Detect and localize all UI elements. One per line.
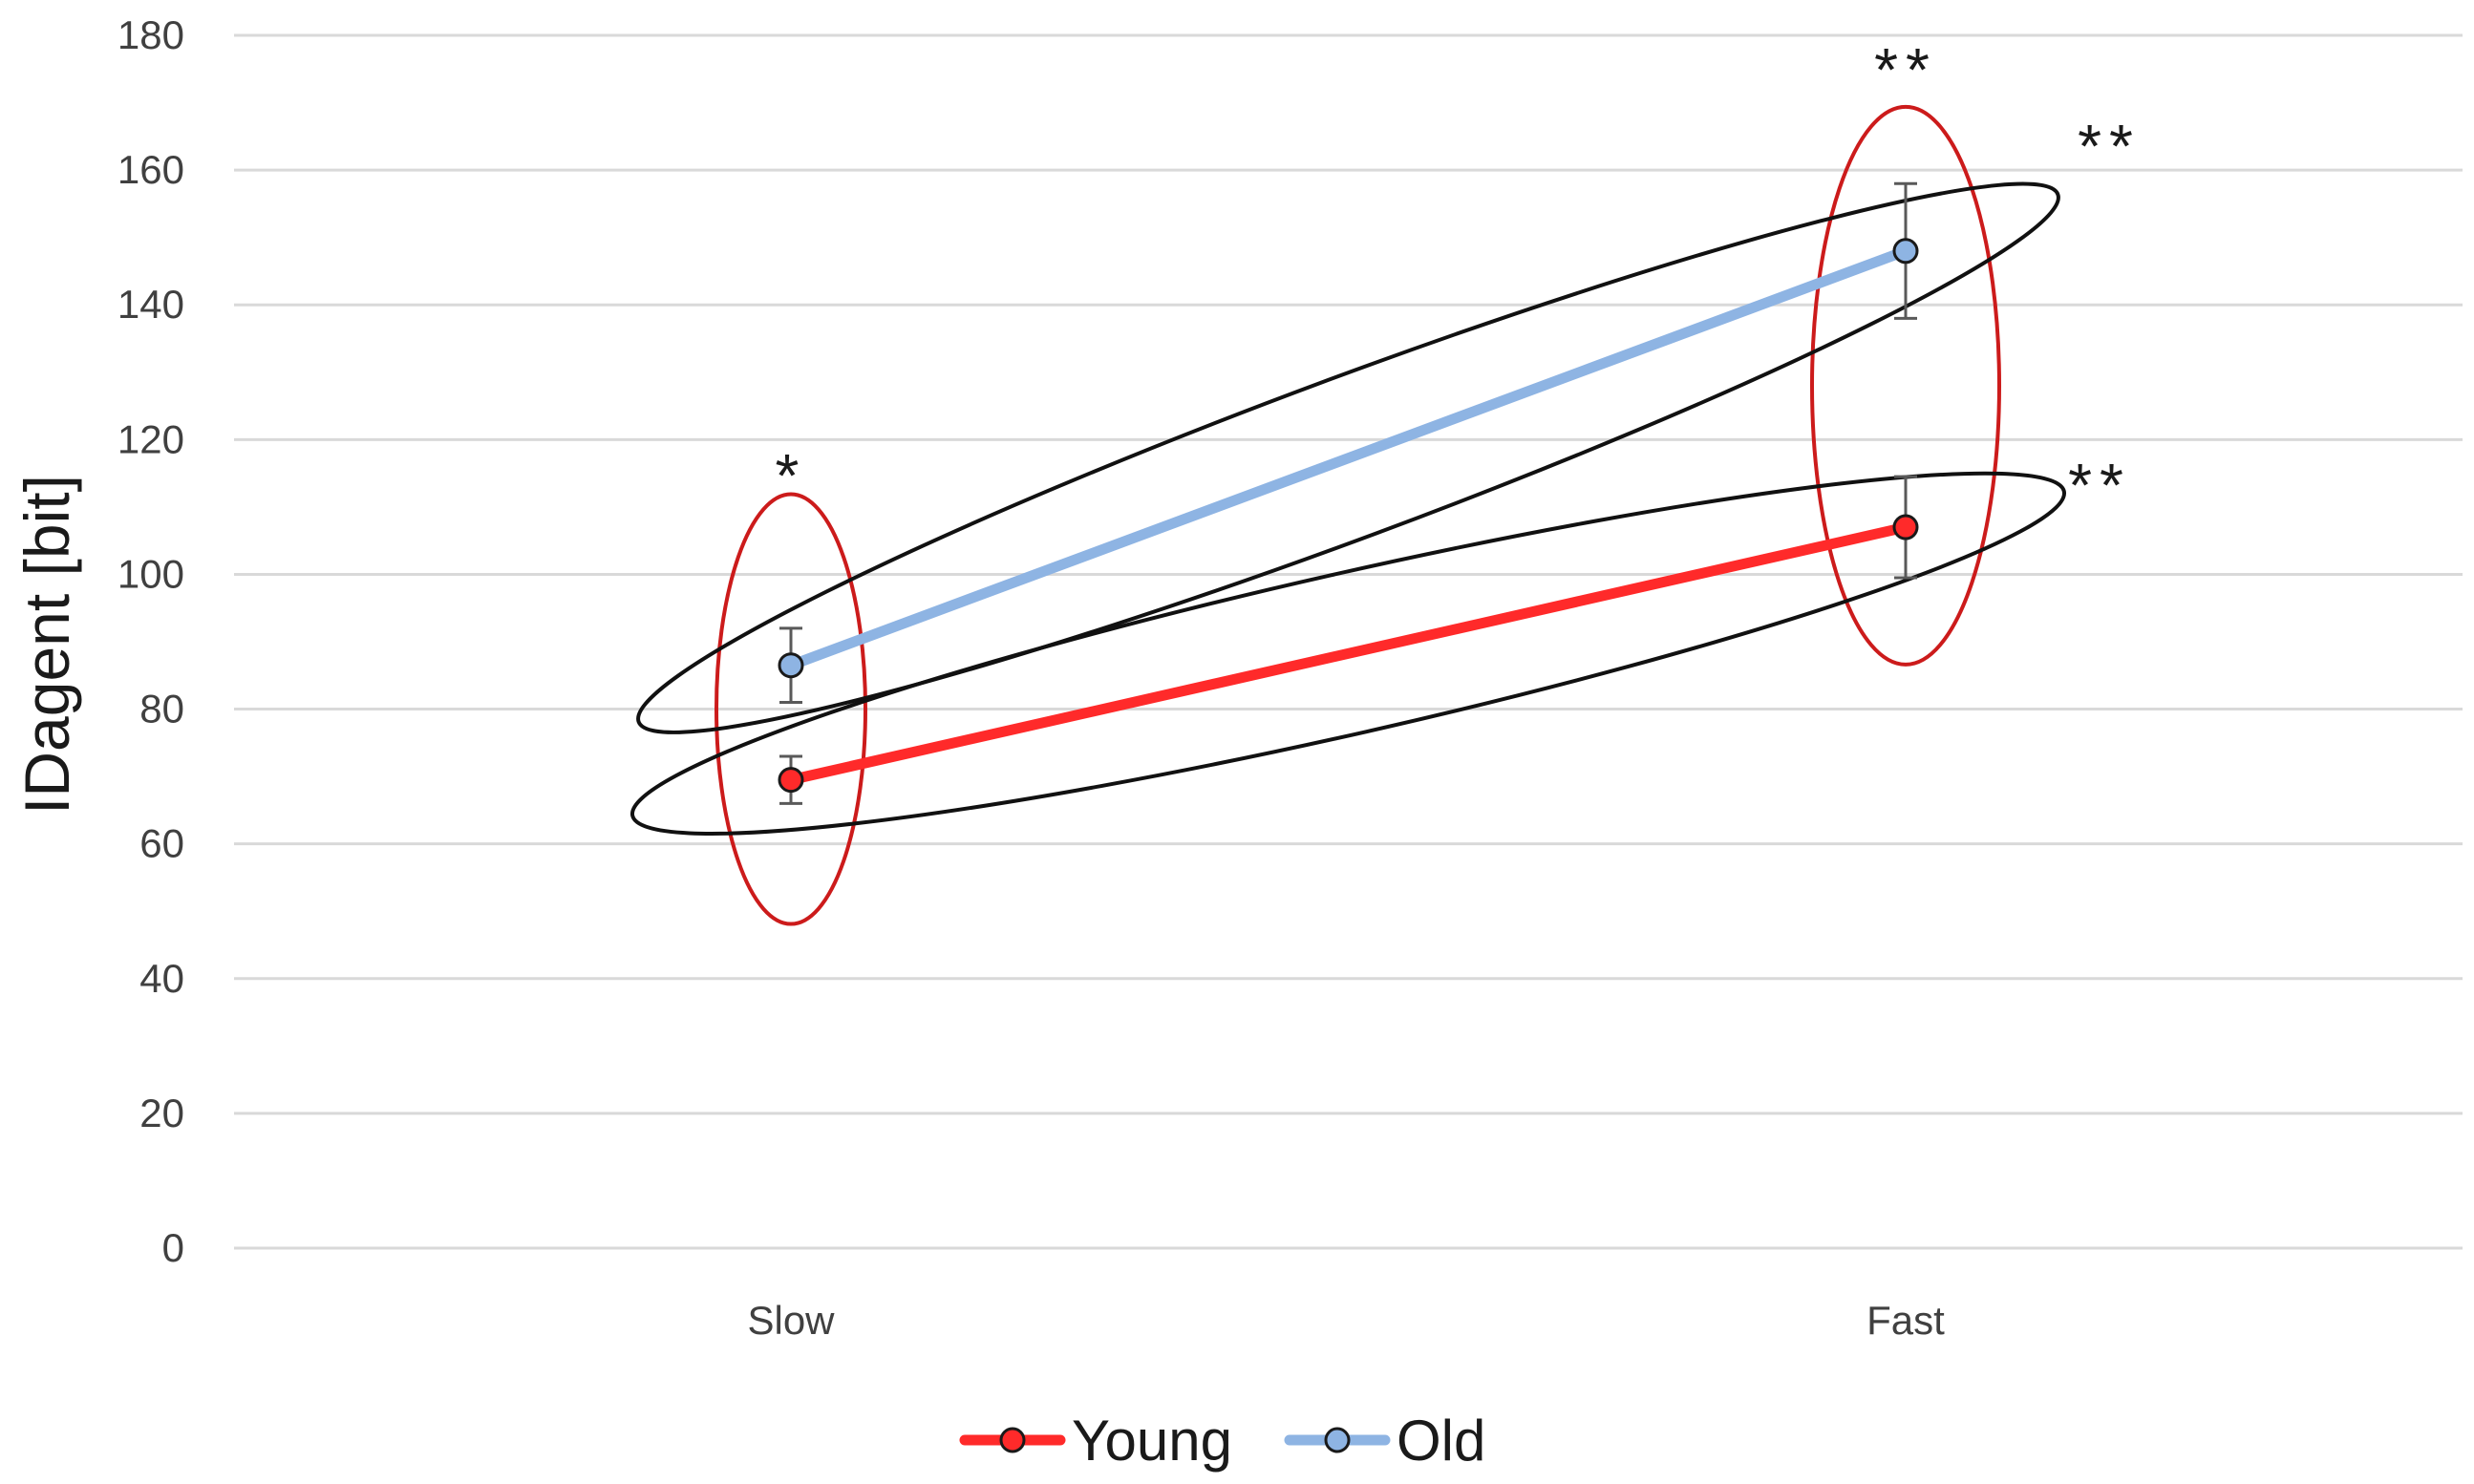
significance-label: ** <box>1874 35 1937 104</box>
y-tick-label: 60 <box>139 821 184 866</box>
series-significance-ellipse <box>629 471 2067 836</box>
legend: Young Old <box>959 1409 1485 1473</box>
data-point <box>778 767 804 794</box>
significance-label: ** <box>2068 451 2131 519</box>
legend-item-young: Young <box>959 1409 1232 1473</box>
legend-label: Old <box>1397 1409 1485 1473</box>
data-point <box>778 652 804 679</box>
y-tick-label: 180 <box>117 12 184 57</box>
y-axis-title: IDagent [bit] <box>11 475 82 815</box>
gridlines <box>234 33 2463 1250</box>
y-tick-labels: 0 20 40 60 80 100 120 140 160 180 <box>117 12 184 1270</box>
legend-label: Young <box>1072 1409 1232 1473</box>
significance-marks: ******* <box>776 35 2141 519</box>
significance-label: ** <box>2078 112 2141 180</box>
x-tick-label: Slow <box>747 1298 835 1343</box>
y-tick-label: 160 <box>117 147 184 192</box>
significance-label: * <box>776 441 807 510</box>
significance-ellipses <box>629 104 2067 926</box>
x-tick-label: Fast <box>1866 1298 1945 1343</box>
legend-item-old: Old <box>1284 1409 1485 1473</box>
y-tick-label: 40 <box>139 956 184 1001</box>
series-line <box>785 521 1911 786</box>
data-point <box>1892 238 1919 265</box>
series-line <box>785 245 1911 671</box>
y-tick-label: 80 <box>139 687 184 731</box>
y-tick-label: 0 <box>162 1225 184 1270</box>
x-tick-labels: Slow Fast <box>747 1298 1945 1343</box>
series-old <box>778 181 1919 704</box>
category-significance-ellipse <box>1810 104 2001 667</box>
legend-swatch-marker <box>1324 1427 1351 1453</box>
y-tick-label: 120 <box>117 416 184 461</box>
y-tick-label: 20 <box>139 1091 184 1135</box>
y-tick-label: 140 <box>117 282 184 327</box>
series-significance-ellipse <box>636 181 2060 734</box>
legend-swatch-marker <box>999 1427 1026 1453</box>
series-young <box>778 475 1919 805</box>
series-group <box>778 181 1919 805</box>
data-point <box>1892 514 1919 541</box>
y-tick-label: 100 <box>117 551 184 596</box>
category-significance-ellipse <box>714 492 867 926</box>
